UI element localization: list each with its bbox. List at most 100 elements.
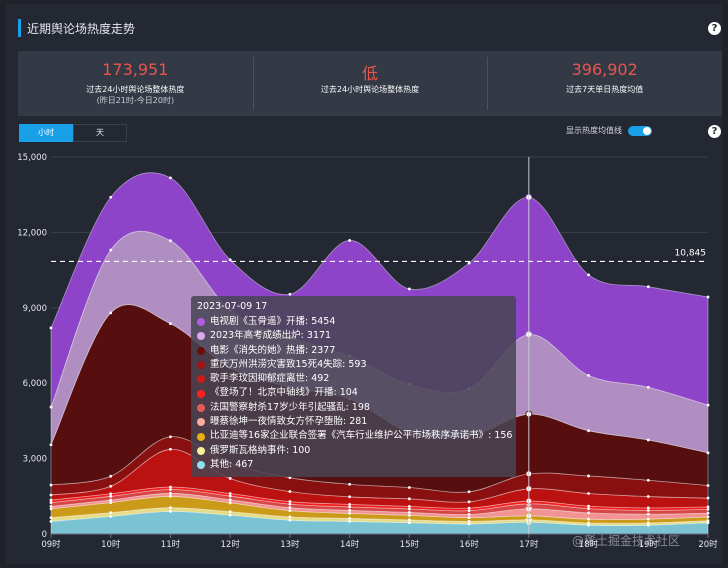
- x-tick-label: 12时: [221, 539, 241, 550]
- legend-dot-icon: [197, 461, 205, 470]
- mean-line-label: 10,845: [675, 248, 707, 258]
- data-point: [49, 507, 53, 511]
- toggle-label: 显示热度均值线: [566, 126, 622, 135]
- legend-dot-icon: [197, 418, 205, 427]
- data-point: [228, 498, 232, 502]
- tooltip-row-text: 2023年高考成绩出炉: 3171: [210, 330, 332, 342]
- data-point: [587, 521, 590, 525]
- tooltip-row-text: 俄罗斯瓦格纳事件: 100: [210, 444, 311, 456]
- data-point: [646, 285, 650, 289]
- data-point: [706, 295, 710, 299]
- data-point: [109, 484, 113, 488]
- data-point: [706, 451, 710, 455]
- y-tick-label: 6,000: [23, 379, 47, 389]
- tooltip-row: 《登场了！北京中轴线》开播: 104: [197, 386, 510, 400]
- data-point: [407, 518, 411, 522]
- data-point: [49, 443, 53, 447]
- tooltip-title: 2023-07-09 17: [197, 301, 268, 312]
- mean-line-switch[interactable]: [628, 125, 652, 136]
- tab-day[interactable]: 天: [73, 124, 127, 142]
- data-point: [467, 261, 471, 265]
- data-point: [288, 518, 292, 522]
- data-point: [348, 239, 352, 242]
- legend-dot-icon: [197, 375, 205, 384]
- x-tick-label: 11时: [161, 539, 181, 550]
- tooltip-row: 歌手李玟因抑郁症离世: 492: [197, 372, 510, 386]
- tooltip-row-text: 比亚迪等16家企业联合签署《汽车行业维护公平市场秩序承诺书》: 156: [210, 430, 513, 442]
- page-title: 近期舆论场热度走势: [27, 21, 136, 36]
- data-point: [587, 492, 590, 495]
- data-point: [467, 512, 471, 516]
- overlays: 10,845: [51, 157, 708, 534]
- legend-dot-icon: [197, 361, 205, 370]
- help-icon[interactable]: ?: [708, 22, 721, 35]
- x-tick-label: 10时: [101, 539, 121, 550]
- legend-dot-icon: [197, 389, 205, 398]
- data-point: [228, 492, 232, 495]
- tooltip-row-text: 法国警察射杀17岁少年引起骚乱: 198: [210, 401, 370, 413]
- data-point: [587, 374, 590, 377]
- data-point: [228, 477, 232, 480]
- y-tick-label: 3,000: [23, 455, 47, 465]
- tooltip-row-text: 歌手李玟因抑郁症离世: 492: [210, 373, 330, 385]
- data-point: [467, 500, 471, 504]
- data-point: [646, 517, 650, 521]
- x-tick-label: 09时: [41, 539, 61, 550]
- tooltip-row: 电视剧《玉骨遥》开播: 5454: [197, 315, 510, 329]
- mean-line-toggle: 显示热度均值线: [566, 125, 652, 136]
- data-point: [49, 483, 53, 487]
- data-point: [109, 511, 113, 515]
- data-point: [169, 494, 172, 498]
- data-point: [587, 523, 590, 527]
- axes: 0 3,000 6,000 9,000 12,000 15,000 09时 10时 11时 12时…: [17, 153, 718, 550]
- x-tick-label: 19时: [639, 539, 659, 550]
- legend-dot-icon: [197, 318, 205, 327]
- x-tick-label: 16时: [459, 539, 479, 550]
- y-tick-label: 12,000: [17, 228, 47, 238]
- data-point: [407, 486, 411, 489]
- data-point: [109, 501, 113, 504]
- data-point: [587, 474, 590, 478]
- data-point: [706, 505, 710, 509]
- data-point: [587, 429, 590, 433]
- data-point: [288, 500, 292, 503]
- stat-value: 173,951: [102, 60, 169, 79]
- data-point: [407, 510, 411, 514]
- watermark: @稀土掘金技术社区: [572, 534, 681, 548]
- data-point: [228, 501, 232, 505]
- data-point: [288, 502, 292, 506]
- data-point: [49, 498, 53, 502]
- tooltip-row: 电影《消失的她》热播: 2377: [197, 344, 510, 358]
- tooltip-row: 其他: 467: [197, 458, 510, 472]
- data-point: [467, 520, 471, 523]
- x-tick-label: 15时: [400, 539, 420, 550]
- legend-dot-icon: [197, 403, 205, 412]
- data-point: [109, 195, 113, 199]
- tooltip-row: 俄罗斯瓦格纳事件: 100: [197, 444, 510, 458]
- data-point: [467, 506, 471, 510]
- switch-knob: [643, 126, 651, 135]
- legend-dot-icon: [197, 432, 205, 441]
- data-point: [169, 435, 172, 439]
- data-point: [169, 491, 172, 495]
- data-point: [169, 485, 172, 489]
- data-point: [169, 176, 172, 180]
- data-point: [348, 511, 352, 515]
- stat-label: 过去7天单日热度均值: [566, 85, 644, 94]
- tooltip-row-text: 《登场了！北京中轴线》开播: 104: [210, 387, 358, 399]
- data-point: [348, 520, 352, 523]
- data-point: [407, 497, 411, 501]
- stats-summary: 173,951 过去24小时舆论场整体热度 (昨日21时-今日20时) 低 过去…: [18, 51, 722, 116]
- data-point: [169, 506, 172, 510]
- stat-card-heat-level: 低 过去24小时舆论场整体热度: [252, 51, 488, 116]
- help-icon[interactable]: ?: [708, 125, 721, 138]
- data-point: [646, 508, 650, 512]
- data-point: [109, 494, 113, 498]
- data-point: [288, 506, 292, 510]
- stat-value: 396,902: [571, 60, 638, 79]
- data-point: [109, 311, 113, 315]
- tab-hour[interactable]: 小时: [19, 124, 73, 142]
- y-tick-label: 9,000: [23, 304, 47, 314]
- tooltip-row: 2023年高考成绩出炉: 3171: [197, 329, 510, 343]
